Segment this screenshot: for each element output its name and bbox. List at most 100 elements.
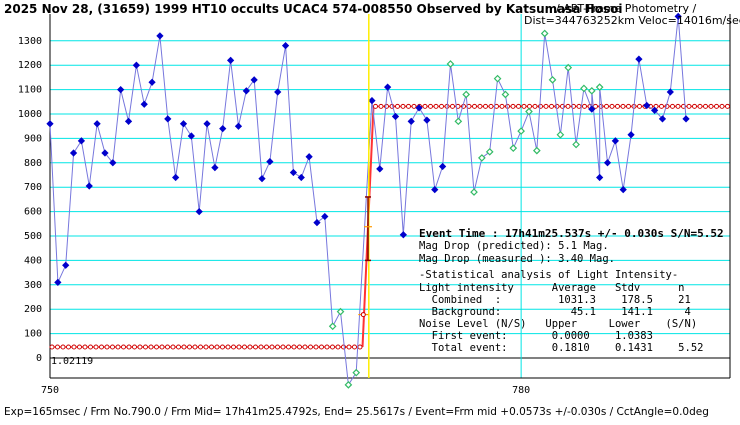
fit-marker: [275, 344, 280, 350]
stat-header-text: -Statistical analysis of Light Intensity…: [419, 269, 678, 281]
y-tick-label: 1200: [18, 60, 42, 71]
data-point-green: [556, 130, 565, 139]
x-tick-label: 780: [512, 385, 530, 396]
fit-marker: [450, 103, 455, 109]
data-point-blue: [674, 12, 682, 21]
data-point-blue: [124, 117, 133, 125]
fit-marker: [400, 103, 406, 109]
fit-marker: [60, 344, 66, 350]
fit-marker: [565, 103, 571, 109]
data-point-blue: [164, 115, 172, 123]
x-tick-label: 750: [41, 385, 59, 396]
fit-marker: [198, 344, 203, 350]
data-point-green: [548, 75, 557, 84]
fit-marker: [697, 103, 703, 109]
data-point-blue: [368, 96, 376, 105]
data-point-green: [485, 147, 494, 156]
data-point-blue: [603, 159, 612, 167]
fit-marker: [187, 344, 192, 350]
data-point-green: [478, 154, 486, 162]
total-event-text: Total event: 0.1810 0.1431 5.52: [419, 342, 703, 354]
data-point-blue: [101, 149, 109, 157]
data-point-blue: [69, 149, 78, 157]
data-point-blue: [250, 76, 258, 84]
fit-marker: [231, 344, 236, 350]
fit-marker: [66, 344, 71, 350]
chart-title: 2025 Nov 28, (31659) 1999 HT10 occults U…: [4, 2, 622, 16]
fit-marker: [82, 344, 88, 350]
data-point-blue: [211, 164, 219, 172]
baseline-label: 1.02119: [51, 356, 93, 367]
fit-marker: [242, 344, 247, 350]
fit-marker: [538, 103, 543, 109]
fit-marker: [422, 103, 428, 109]
data-point-blue: [305, 153, 313, 161]
fit-marker: [71, 344, 77, 350]
data-point-green: [564, 63, 573, 72]
fit-marker: [115, 344, 121, 350]
data-series: [46, 12, 690, 389]
mag-drop-predicted-text: Mag Drop (predicted): 5.1 Mag.: [419, 240, 609, 252]
data-point-blue: [643, 101, 651, 110]
fit-marker: [395, 103, 400, 109]
y-tick-label: 300: [24, 280, 42, 291]
fit-marker: [132, 344, 137, 350]
data-point-green: [580, 84, 588, 93]
gridlines: [49, 14, 730, 378]
fit-marker: [214, 344, 220, 350]
data-point-blue: [313, 218, 321, 227]
fit-marker: [159, 344, 165, 350]
fit-marker: [719, 103, 725, 109]
data-point-blue: [588, 105, 596, 113]
stat-columns-text: Light intensity Average Stdv n: [419, 282, 685, 294]
data-point-blue: [266, 157, 274, 166]
fit-marker: [99, 344, 104, 350]
mag-drop-measured-text: Mag Drop (measured ): 3.40 Mag.: [419, 253, 615, 265]
fit-marker: [170, 344, 176, 350]
fit-marker: [330, 344, 335, 350]
data-point-green: [509, 144, 518, 153]
fit-marker: [126, 344, 132, 350]
fit-marker: [510, 103, 516, 109]
fit-marker: [428, 103, 433, 109]
fit-marker: [264, 344, 269, 350]
fit-marker: [247, 344, 253, 350]
fit-marker: [258, 344, 264, 350]
data-point-blue: [431, 186, 439, 194]
fit-marker: [346, 344, 352, 350]
data-point-blue: [297, 173, 305, 182]
data-point-blue: [172, 173, 180, 182]
chart-subtitle-line1: / APT-Frame Photometry /: [556, 2, 697, 15]
y-tick-label: 800: [24, 158, 42, 169]
data-point-blue: [611, 137, 619, 145]
data-point-green: [587, 86, 596, 95]
data-point-blue: [596, 173, 604, 182]
data-point-blue: [627, 131, 635, 139]
y-tick-label: 1100: [18, 85, 42, 96]
data-point-blue: [46, 120, 54, 128]
fit-marker: [93, 344, 99, 350]
axes: [49, 14, 731, 379]
fit-marker: [77, 344, 82, 350]
data-point-blue: [391, 112, 400, 121]
event-markers: [358, 14, 373, 378]
fit-marker: [477, 103, 483, 109]
data-point-green: [470, 188, 478, 196]
fit-marker: [137, 344, 143, 350]
fit-marker: [373, 103, 378, 109]
fit-marker: [253, 344, 258, 350]
fit-marker: [675, 103, 681, 109]
fit-marker: [297, 344, 302, 350]
fit-marker: [286, 344, 291, 350]
fit-marker: [55, 344, 60, 350]
data-point-green: [517, 127, 525, 135]
data-point-blue: [407, 117, 415, 125]
y-tick-label: 1300: [18, 36, 42, 47]
data-point-green: [525, 107, 533, 116]
fit-marker: [110, 344, 115, 350]
fit-marker: [324, 344, 330, 350]
fit-marker: [725, 103, 730, 109]
fit-marker: [220, 344, 225, 350]
fit-marker: [615, 103, 620, 109]
fit-marker: [472, 103, 477, 109]
